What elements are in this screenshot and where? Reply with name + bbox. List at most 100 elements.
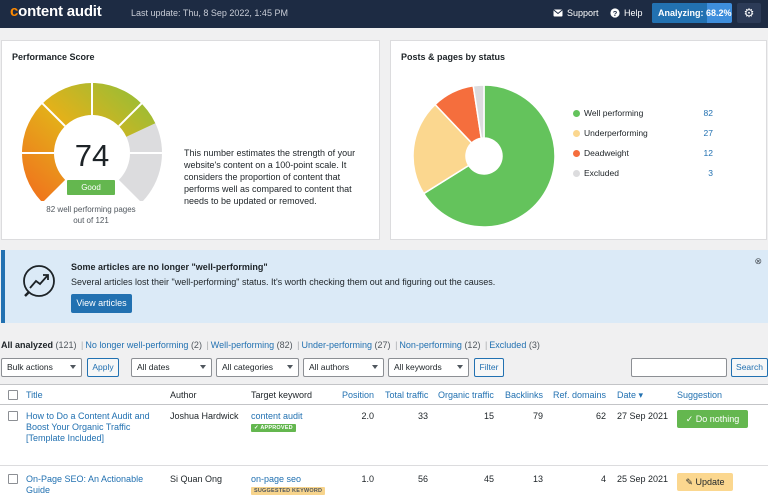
notice-banner: Some articles are no longer "well-perfor… xyxy=(1,250,768,323)
support-label: Support xyxy=(567,8,599,18)
gauge-remaining-arc xyxy=(118,123,162,201)
close-icon[interactable]: ⊗ xyxy=(754,256,762,266)
row-author: Joshua Hardwick xyxy=(170,411,239,421)
legend-count[interactable]: 12 xyxy=(703,148,713,158)
filter-link-no-longer-well-performing[interactable]: No longer well-performing xyxy=(85,340,189,350)
analyzing-progress-fill xyxy=(652,3,707,23)
filter-separator: | xyxy=(81,340,84,350)
filter-link-all-analyzed[interactable]: All analyzed xyxy=(1,340,54,350)
analyzing-label: Analyzing: 68.2% xyxy=(658,8,732,18)
row-title-line: [Template Included] xyxy=(26,433,105,443)
mail-icon xyxy=(553,9,563,17)
help-icon: ? xyxy=(610,8,620,18)
do-nothing-button[interactable]: ✓ Do nothing xyxy=(677,410,748,428)
row-backlinks: 79 xyxy=(532,411,543,421)
row-checkbox[interactable] xyxy=(8,474,18,484)
donut-slice-well-performing[interactable] xyxy=(422,84,556,228)
filter-count: (121) xyxy=(53,340,80,350)
legend-count[interactable]: 27 xyxy=(703,128,713,138)
posts-by-status-title: Posts & pages by status xyxy=(401,52,506,62)
filter-button[interactable]: Filter xyxy=(474,358,504,377)
view-articles-button[interactable]: View articles xyxy=(71,294,132,313)
col-position[interactable]: Position xyxy=(342,390,375,400)
col-organic-traffic[interactable]: Organic traffic xyxy=(438,390,494,400)
col-total-traffic[interactable]: Total traffic xyxy=(385,390,429,400)
legend-item-excluded[interactable]: Excluded 3 xyxy=(573,167,713,187)
help-link[interactable]: ? Help xyxy=(610,8,643,18)
row-ref-domains: 62 xyxy=(595,411,606,421)
filter-link-well-performing[interactable]: Well-performing xyxy=(210,340,275,350)
app-logo[interactable]: content audit xyxy=(10,3,102,20)
row-checkbox[interactable] xyxy=(8,411,18,421)
out-of-line: out of 121 xyxy=(73,216,109,225)
legend-dot-icon xyxy=(573,130,580,137)
row-total-traffic: 33 xyxy=(417,411,428,421)
authors-select[interactable]: All authors xyxy=(303,358,384,377)
filter-count: (2) xyxy=(188,340,205,350)
apply-button[interactable]: Apply xyxy=(87,358,119,377)
filter-link-under-performing[interactable]: Under-performing xyxy=(301,340,373,350)
support-link[interactable]: Support xyxy=(553,8,599,18)
categories-select[interactable]: All categories xyxy=(216,358,299,377)
performance-gauge xyxy=(21,82,163,201)
filter-count: (12) xyxy=(461,340,483,350)
select-all-checkbox[interactable] xyxy=(8,390,18,400)
keywords-select[interactable]: All keywords xyxy=(388,358,469,377)
col-suggestion[interactable]: Suggestion xyxy=(677,390,723,400)
gear-icon: ⚙ xyxy=(743,6,755,20)
row-title-line: Guide xyxy=(26,485,51,495)
filter-link-non-performing[interactable]: Non-performing xyxy=(399,340,462,350)
filter-separator: | xyxy=(395,340,398,350)
last-update: Last update: Thu, 8 Sep 2022, 1:45 PM xyxy=(131,8,288,18)
col-backlinks[interactable]: Backlinks xyxy=(505,390,544,400)
status-filter-links: All analyzed (121) | No longer well-perfo… xyxy=(1,340,540,350)
row-title-link[interactable]: On-Page SEO: An Actionable Guide xyxy=(26,474,166,496)
legend-dot-icon xyxy=(573,150,580,157)
svg-text:?: ? xyxy=(613,9,618,18)
search-button[interactable]: Search xyxy=(731,358,768,377)
row-keyword-link[interactable]: on-page seo xyxy=(251,474,302,484)
row-date: 27 Sep 2021 xyxy=(617,411,669,421)
content-table xyxy=(0,384,768,501)
settings-button[interactable]: ⚙ xyxy=(737,3,761,23)
legend-item-well-performing[interactable]: Well performing 82 xyxy=(573,107,713,127)
search-input[interactable] xyxy=(631,358,727,377)
notice-text: Several articles lost their "well-perfor… xyxy=(71,277,496,287)
analyzing-progress[interactable]: Analyzing: 68.2% xyxy=(652,3,732,23)
performance-score-card: Performance Score 74 Good 82 well perfor… xyxy=(1,40,380,240)
keyword-suggested-badge: SUGGESTED KEYWORD xyxy=(251,487,326,495)
legend-label: Excluded xyxy=(584,168,619,178)
row-keyword-link[interactable]: content audit xyxy=(251,411,303,421)
row-divider xyxy=(0,465,768,466)
help-label: Help xyxy=(624,8,643,18)
status-legend: Well performing 82 Underperforming 27 Deadwe… xyxy=(573,107,713,187)
posts-by-status-card: Posts & pages by status Well performing 8… xyxy=(390,40,767,240)
dates-select[interactable]: All dates xyxy=(131,358,212,377)
bulk-actions-select[interactable]: Bulk actions xyxy=(1,358,82,377)
row-title-link[interactable]: How to Do a Content Audit and Boost Your… xyxy=(26,411,166,444)
update-button[interactable]: ✎ Update xyxy=(677,473,733,491)
filter-link-excluded[interactable]: Excluded xyxy=(489,340,527,350)
col-date[interactable]: Date ▾ xyxy=(617,390,644,400)
legend-count[interactable]: 3 xyxy=(708,168,713,178)
notice-title: Some articles are no longer "well-perfor… xyxy=(71,262,268,272)
top-bar: content audit Last update: Thu, 8 Sep 20… xyxy=(0,0,768,28)
legend-item-deadweight[interactable]: Deadweight 12 xyxy=(573,147,713,167)
row-author: Si Quan Ong xyxy=(170,474,223,484)
well-pages-line: 82 well performing pages xyxy=(46,205,136,214)
header-divider xyxy=(0,404,768,405)
legend-dot-icon xyxy=(573,170,580,177)
col-author: Author xyxy=(170,390,197,400)
legend-item-underperforming[interactable]: Underperforming 27 xyxy=(573,127,713,147)
col-ref-domains[interactable]: Ref. domains xyxy=(553,390,607,400)
col-title[interactable]: Title xyxy=(26,390,43,400)
donut-slice-underperforming[interactable] xyxy=(412,103,473,195)
row-position: 2.0 xyxy=(361,411,374,421)
row-position: 1.0 xyxy=(361,474,374,484)
trend-down-icon xyxy=(23,265,55,297)
col-target-keyword: Target keyword xyxy=(251,390,313,400)
gauge-value-arc xyxy=(22,83,156,201)
performance-description: This number estimates the strength of yo… xyxy=(184,148,356,206)
legend-count[interactable]: 82 xyxy=(703,108,713,118)
donut-slice-excluded[interactable] xyxy=(472,84,485,140)
